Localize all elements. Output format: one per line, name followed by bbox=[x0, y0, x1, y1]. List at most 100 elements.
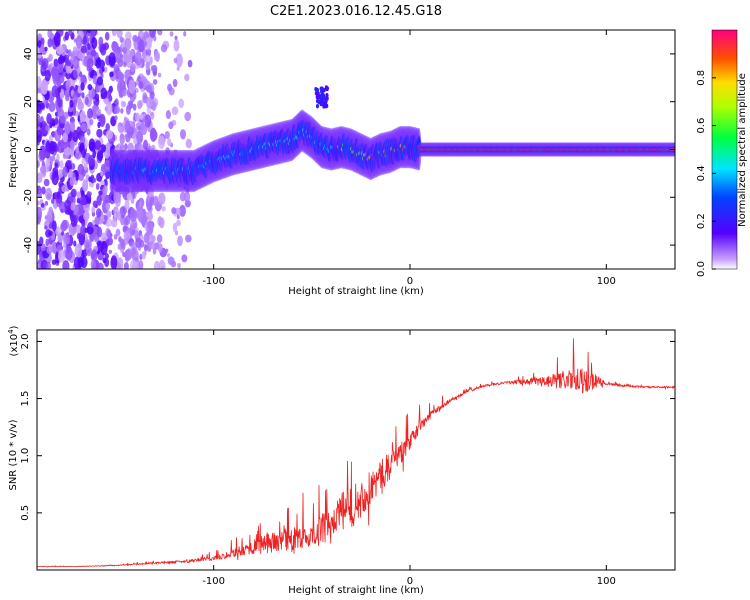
heatmap-noise-cell bbox=[148, 240, 155, 250]
heatmap-noise-cell bbox=[81, 157, 86, 165]
heatmap-y-tick-label: 20 bbox=[23, 95, 34, 108]
heatmap-y-ticks: -40 -20 0 20 40 bbox=[23, 48, 675, 253]
heatmap-noise-cell bbox=[96, 149, 104, 161]
heatmap-noise-cell bbox=[144, 243, 148, 252]
heatmap-noise-cell bbox=[41, 186, 46, 195]
heatmap-noise-cell bbox=[122, 46, 127, 54]
heatmap-noise-cell bbox=[99, 113, 106, 127]
heatmap-noise-cell bbox=[138, 81, 144, 89]
heatmap-noise-cell bbox=[74, 243, 83, 258]
heatmap-noise-cell bbox=[149, 90, 155, 100]
heatmap-noise-cell bbox=[172, 222, 178, 233]
heatmap-noise-cell bbox=[117, 243, 122, 250]
heatmap-noise-cell bbox=[187, 59, 193, 68]
heatmap-noise-cell bbox=[132, 103, 137, 111]
heatmap-noise-cell bbox=[57, 87, 62, 94]
heatmap-noise-cell bbox=[172, 78, 178, 88]
heatmap-noise-cell bbox=[146, 96, 153, 109]
heatmap-noise-cell bbox=[100, 241, 108, 256]
heatmap-noise-cell bbox=[171, 207, 177, 215]
heatmap-noise-cell bbox=[37, 200, 40, 206]
heatmap-noise-cell bbox=[100, 87, 108, 100]
heatmap-noise-cell bbox=[150, 129, 158, 141]
heatmap-noise-cell bbox=[77, 202, 85, 216]
heatmap-noise-cell bbox=[44, 200, 49, 206]
heatmap-noise-cell bbox=[176, 213, 180, 220]
heatmap-noise-cell bbox=[41, 60, 47, 70]
heatmap-noise-cell bbox=[103, 178, 108, 188]
heatmap-noise-cell bbox=[124, 120, 131, 133]
heatmap-noise-cell bbox=[47, 38, 53, 48]
heatmap-noise-cell bbox=[40, 259, 48, 269]
heatmap-noise-cell bbox=[92, 177, 97, 183]
heatmap-noise-cell bbox=[119, 36, 124, 43]
heatmap-noise-cell bbox=[321, 100, 325, 105]
heatmap-noise-cell bbox=[105, 129, 113, 140]
heatmap-noise-cell bbox=[167, 83, 173, 92]
heatmap-noise-cell bbox=[124, 31, 132, 41]
heatmap-noise-cell bbox=[117, 212, 122, 221]
colorbar-tick-label: 0.2 bbox=[696, 213, 707, 229]
heatmap-noise-cell bbox=[151, 100, 157, 112]
heatmap-noise-cell bbox=[105, 202, 111, 211]
heatmap-noise-cell bbox=[58, 249, 66, 263]
heatmap-noise-cell bbox=[86, 30, 91, 34]
heatmap-noise-cell bbox=[124, 215, 131, 225]
colorbar-ticks: 0.0 0.2 0.4 0.6 0.8 bbox=[696, 70, 716, 277]
heatmap-noise-cell bbox=[58, 74, 65, 84]
heatmap-noise-cell bbox=[147, 145, 152, 151]
heatmap-noise-cell bbox=[153, 260, 161, 269]
heatmap-noise-cell bbox=[174, 35, 178, 41]
heatmap-noise-cell bbox=[95, 208, 102, 218]
heatmap-y-tick-label: -40 bbox=[23, 237, 34, 253]
heatmap-noise-cell bbox=[98, 219, 103, 225]
heatmap-noise-cell bbox=[39, 145, 46, 161]
heatmap-noise-cell bbox=[61, 121, 65, 129]
heatmap-noise-cell bbox=[109, 71, 114, 78]
heatmap-noise-cell bbox=[184, 73, 190, 82]
heatmap-noise-cell bbox=[149, 30, 157, 38]
heatmap-noise-cell bbox=[51, 220, 57, 232]
snr-x-tick-label: 100 bbox=[597, 576, 616, 587]
heatmap-noise-cell bbox=[96, 128, 103, 138]
heatmap-noise-cell bbox=[132, 91, 137, 101]
heatmap-noise-cell bbox=[80, 82, 85, 91]
heatmap-noise-cell bbox=[53, 31, 61, 47]
heatmap-noise-cell bbox=[111, 30, 117, 37]
heatmap-noise-cell bbox=[145, 64, 150, 71]
heatmap-noise-cell bbox=[97, 262, 104, 269]
heatmap-noise-cell bbox=[183, 31, 187, 37]
heatmap-noise-cell bbox=[145, 55, 151, 63]
heatmap-noise-cell bbox=[80, 122, 88, 132]
heatmap-noise-cell bbox=[126, 192, 133, 201]
heatmap-noise-cell bbox=[185, 138, 192, 149]
heatmap-noise-cell bbox=[44, 69, 51, 82]
heatmap-noise-cell bbox=[77, 97, 83, 106]
heatmap-noise-cell bbox=[96, 226, 103, 238]
heatmap-noise-cell bbox=[46, 246, 53, 255]
heatmap-noise-cell bbox=[59, 115, 67, 124]
heatmap-noise-cell bbox=[137, 126, 141, 131]
heatmap-noise-cell bbox=[74, 47, 83, 59]
heatmap-noise-cell bbox=[90, 49, 97, 57]
heatmap-noise-cell bbox=[146, 220, 154, 235]
heatmap-noise-cell bbox=[79, 235, 84, 243]
heatmap-noise-cell bbox=[101, 67, 105, 72]
heatmap-noise-cell bbox=[181, 254, 188, 263]
heatmap-noise-cell bbox=[122, 251, 126, 258]
heatmap-noise-cell bbox=[54, 162, 59, 168]
heatmap-noise-cell bbox=[143, 139, 148, 150]
heatmap-noise-cell bbox=[37, 103, 42, 114]
heatmap-noise-cell bbox=[57, 57, 64, 65]
heatmap-noise-cell bbox=[176, 219, 181, 227]
heatmap-noise-cell bbox=[96, 76, 104, 86]
heatmap-noise-cell bbox=[139, 113, 144, 121]
heatmap-noise-cell bbox=[185, 234, 192, 243]
heatmap-noise-cell bbox=[144, 114, 152, 128]
heatmap-noise-cell bbox=[103, 159, 111, 172]
heatmap-noise-cell bbox=[87, 84, 93, 91]
heatmap-noise-cell bbox=[161, 206, 166, 212]
snr-x-label: Height of straight line (km) bbox=[288, 585, 424, 596]
heatmap-noise-cell bbox=[57, 96, 63, 108]
heatmap-noise-cell bbox=[82, 179, 89, 192]
